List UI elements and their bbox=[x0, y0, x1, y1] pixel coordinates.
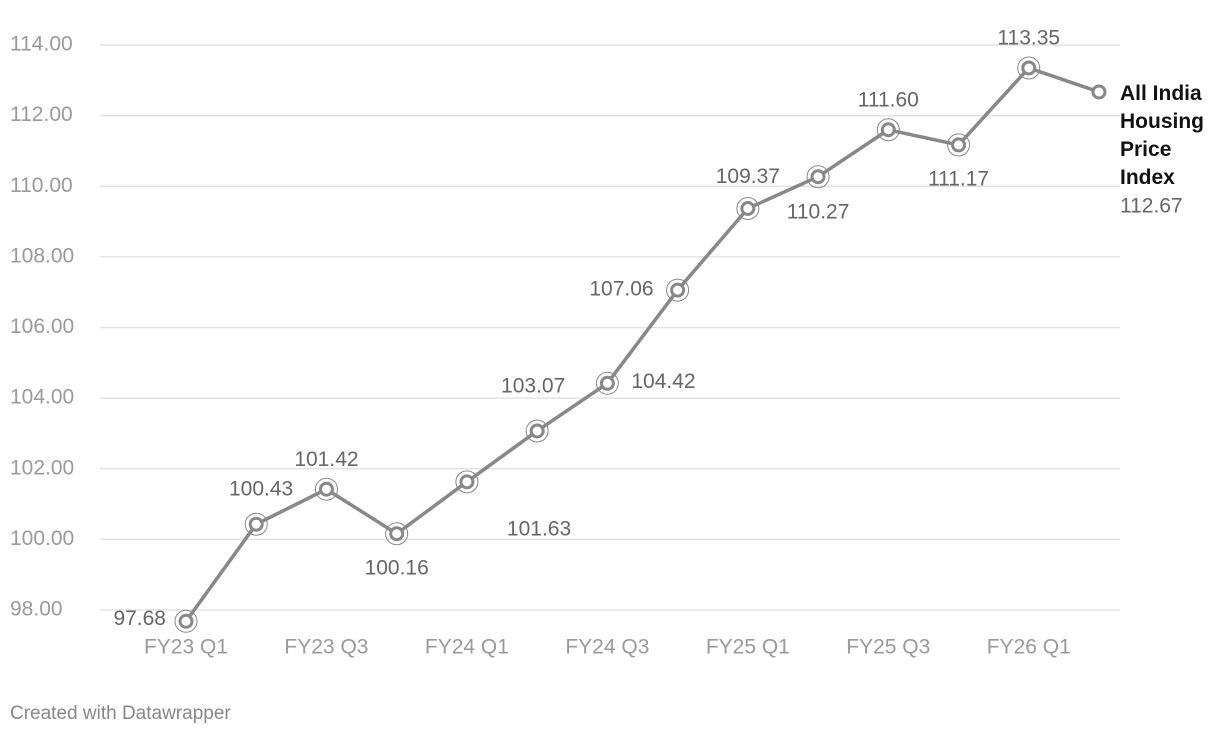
marker-ring bbox=[174, 609, 198, 633]
y-tick-label: 112.00 bbox=[10, 103, 73, 126]
value-label: 101.42 bbox=[294, 448, 358, 471]
marker bbox=[178, 613, 194, 629]
value-label: 100.43 bbox=[229, 478, 293, 501]
footer: Created with Datawrapper bbox=[10, 703, 231, 724]
value-label: 113.35 bbox=[997, 27, 1060, 50]
y-tick-label: 114.00 bbox=[10, 33, 73, 56]
value-label: 101.63 bbox=[507, 517, 571, 540]
y-tick-label: 98.00 bbox=[10, 598, 63, 621]
marker-ring bbox=[806, 165, 830, 189]
marker bbox=[740, 200, 756, 216]
marker bbox=[880, 122, 896, 138]
marker bbox=[318, 481, 334, 497]
y-tick-label: 104.00 bbox=[10, 386, 74, 409]
y-tick-label: 110.00 bbox=[10, 174, 73, 197]
marker-ring bbox=[244, 512, 268, 536]
value-label: 107.06 bbox=[589, 278, 653, 301]
marker-ring bbox=[525, 419, 549, 443]
marker-ring bbox=[1017, 56, 1041, 80]
marker-ring bbox=[947, 133, 971, 157]
value-label: 111.60 bbox=[858, 88, 919, 111]
marker bbox=[529, 423, 545, 439]
marker-ring bbox=[876, 118, 900, 142]
marker bbox=[389, 526, 405, 542]
marker-ring bbox=[455, 470, 479, 494]
series-label: All India Housing Price Index bbox=[1120, 82, 1204, 189]
marker-ring bbox=[314, 477, 338, 501]
marker bbox=[670, 282, 686, 298]
x-tick-label: FY25 Q3 bbox=[846, 636, 930, 659]
marker bbox=[599, 375, 615, 391]
marker bbox=[248, 516, 264, 532]
marker bbox=[1091, 84, 1107, 100]
y-tick-label: 108.00 bbox=[10, 244, 74, 267]
x-tick-label: FY24 Q3 bbox=[565, 636, 649, 659]
value-label: 112.67 bbox=[1120, 195, 1183, 218]
value-label: 104.42 bbox=[631, 370, 695, 393]
y-tick-label: 102.00 bbox=[10, 456, 74, 479]
marker bbox=[1021, 60, 1037, 76]
value-label: 100.16 bbox=[365, 556, 429, 579]
marker-ring bbox=[666, 278, 690, 302]
x-tick-label: FY26 Q1 bbox=[987, 636, 1071, 659]
value-label: 109.37 bbox=[716, 165, 780, 188]
value-label: 111.17 bbox=[928, 167, 989, 190]
marker-ring bbox=[385, 522, 409, 546]
marker bbox=[951, 137, 967, 153]
marker bbox=[810, 169, 826, 185]
x-tick-label: FY24 Q1 bbox=[425, 636, 509, 659]
x-tick-label: FY25 Q1 bbox=[706, 636, 790, 659]
y-tick-label: 106.00 bbox=[10, 315, 74, 338]
marker-ring bbox=[736, 196, 760, 220]
y-tick-label: 100.00 bbox=[10, 527, 74, 550]
x-tick-label: FY23 Q1 bbox=[144, 636, 228, 659]
x-tick-label: FY23 Q3 bbox=[284, 636, 368, 659]
value-label: 97.68 bbox=[113, 607, 166, 630]
marker-ring bbox=[595, 371, 619, 395]
line bbox=[184, 66, 1100, 623]
marker bbox=[459, 474, 475, 490]
value-label: 110.27 bbox=[787, 200, 850, 223]
value-label: 103.07 bbox=[501, 375, 565, 398]
